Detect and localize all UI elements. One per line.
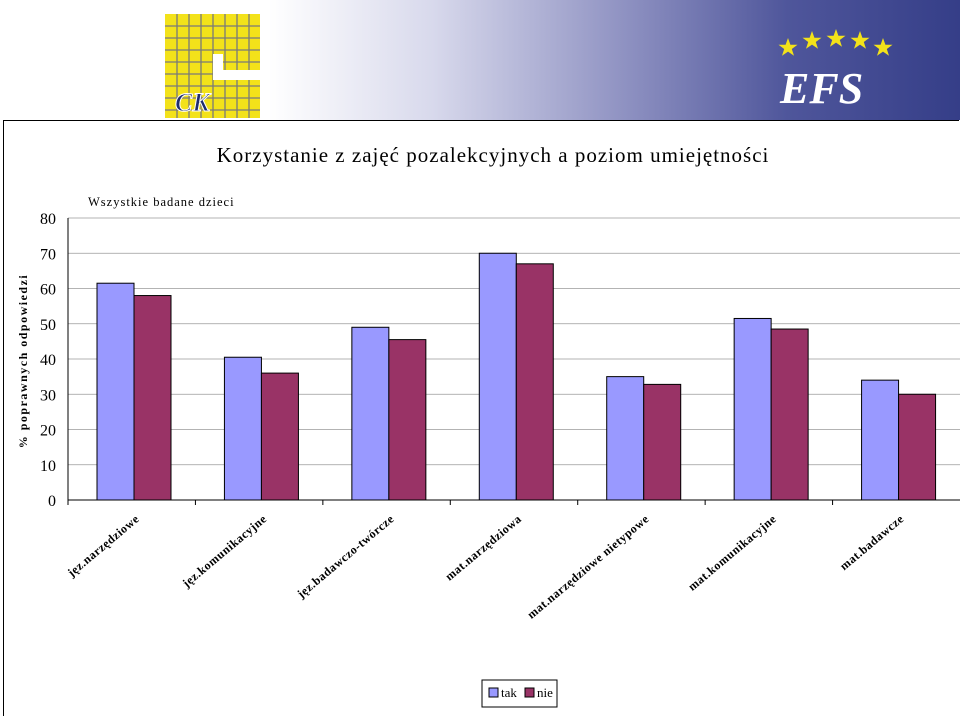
x-tick-label: jęz.narzędziowe [64,511,142,580]
bar-tak [733,317,772,501]
svg-text:CK: CK [175,88,211,117]
y-tick-label: 40 [40,352,56,369]
x-tick-label: mat.narzędziowa [442,512,524,584]
bar-tak [351,326,390,501]
bar-nie [643,383,682,501]
header-banner [0,0,960,120]
y-tick-label: 50 [40,317,56,334]
bar-nie [515,263,554,501]
x-tick-label: mat.narzędziowe nietypowe [524,511,651,621]
legend-label-tak: tak [501,685,517,700]
bar-tak [478,252,517,501]
bar-tak [223,356,262,501]
y-tick-label: 80 [40,211,56,228]
efs-logo: EFS [778,29,893,110]
svg-text:EFS: EFS [779,64,863,110]
legend-swatch-nie [524,687,535,698]
x-tick-label: jęz.komunikacyjne [179,511,270,590]
chart-title: Korzystanie z zajęć pozalekcyjnych a poz… [217,143,770,167]
bar-nie [133,295,172,501]
x-tick-label: mat.badawcze [837,511,907,573]
x-tick-label: jęz.badawczo-twórcze [294,511,397,601]
legend-swatch-tak [488,687,499,698]
y-tick-label: 30 [40,387,56,404]
bar-tak [606,376,645,501]
bar-nie [260,372,299,501]
bar-nie [388,339,427,501]
chart-frame [3,120,959,716]
bar-tak [96,282,135,501]
x-tick-label: mat.komunikacyjne [685,511,779,593]
y-tick-label: 0 [48,493,56,510]
y-axis-label: % poprawnych odpowiedzi [16,274,30,449]
chart-subtitle: Wszystkie badane dzieci [88,195,235,209]
y-tick-label: 60 [40,282,56,299]
y-tick-label: 20 [40,423,56,440]
x-tick-labels: jęz.narzędziowe jęz.komunikacyjne jęz.bada… [64,511,907,621]
ck-logo: CK [165,14,260,118]
bars [96,252,937,501]
y-tick-labels: 0 10 20 30 40 50 60 70 80 [40,211,56,510]
bar-tak [861,379,900,501]
y-tick-label: 10 [40,458,56,475]
bar-nie [898,393,937,501]
legend-label-nie: nie [537,685,553,700]
y-tick-label: 70 [40,246,56,263]
bar-nie [770,328,809,501]
legend: tak nie [481,679,558,708]
